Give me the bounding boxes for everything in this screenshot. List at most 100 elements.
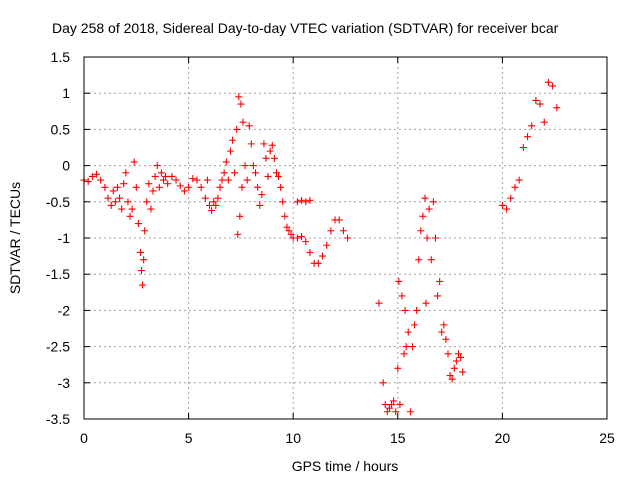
data-point	[427, 256, 435, 264]
y-tick-label: -2.5	[46, 339, 70, 355]
data-point	[252, 169, 260, 177]
data-point	[444, 350, 452, 358]
data-point	[450, 364, 458, 372]
data-point	[151, 172, 159, 180]
y-tick-label: -1	[58, 230, 71, 246]
data-point	[318, 252, 326, 260]
data-point	[145, 180, 153, 188]
data-point	[88, 172, 96, 180]
data-point	[398, 292, 406, 300]
data-point	[457, 353, 465, 361]
data-point	[438, 328, 446, 336]
data-point	[344, 234, 352, 242]
data-point	[431, 234, 439, 242]
data-point	[549, 82, 557, 90]
data-point	[454, 350, 462, 358]
data-point	[327, 227, 335, 235]
data-point	[120, 180, 128, 188]
data-point	[218, 176, 226, 184]
data-point	[136, 248, 144, 256]
data-point	[118, 205, 126, 213]
x-tick-label: 15	[390, 430, 406, 446]
data-point	[237, 100, 245, 108]
x-tick-label: 20	[495, 430, 511, 446]
x-axis-label: GPS time / hours	[292, 458, 399, 474]
data-point	[390, 397, 398, 405]
data-point	[149, 187, 157, 195]
data-point	[208, 206, 216, 214]
x-tick-label: 0	[80, 430, 88, 446]
data-point	[452, 357, 460, 365]
data-point	[245, 122, 253, 130]
data-point	[111, 198, 119, 206]
data-point	[109, 187, 117, 195]
data-point	[247, 140, 255, 148]
chart-title: Day 258 of 2018, Sidereal Day-to-day VTE…	[52, 20, 559, 36]
data-point	[164, 180, 172, 188]
x-tick-label: 25	[599, 430, 615, 446]
data-point	[413, 306, 421, 314]
data-point	[519, 144, 527, 151]
data-point	[385, 404, 393, 412]
data-point	[404, 328, 412, 336]
data-point	[524, 133, 532, 141]
data-point	[258, 191, 266, 199]
y-tick-label: -0.5	[46, 194, 70, 210]
data-point	[323, 241, 331, 249]
x-tick-label: 10	[285, 430, 301, 446]
data-point	[168, 172, 176, 180]
data-point	[231, 169, 239, 177]
data-point	[293, 234, 301, 242]
data-point	[406, 408, 414, 416]
data-point	[180, 187, 188, 195]
data-point	[306, 248, 314, 256]
data-point	[425, 205, 433, 213]
data-point	[415, 256, 423, 264]
data-point	[402, 343, 410, 351]
data-point	[197, 183, 205, 191]
y-tick-label: 1.5	[51, 49, 71, 65]
data-point	[210, 198, 218, 206]
data-point	[122, 169, 130, 177]
data-point	[201, 194, 209, 202]
y-axis-label: SDTVAR / TECUs	[7, 182, 23, 294]
data-point	[141, 227, 149, 235]
data-point	[421, 194, 429, 202]
data-point	[388, 401, 396, 409]
data-point	[394, 364, 402, 372]
data-point	[268, 141, 276, 149]
data-point	[302, 238, 310, 246]
data-point	[400, 350, 408, 358]
data-point	[283, 223, 291, 231]
data-point	[226, 147, 234, 155]
data-point	[270, 154, 278, 162]
data-point	[446, 372, 454, 380]
data-point	[139, 281, 147, 289]
data-point	[511, 183, 519, 191]
data-point	[185, 183, 193, 191]
data-point	[396, 401, 404, 409]
data-point	[134, 220, 142, 228]
data-point	[436, 277, 444, 285]
data-point	[375, 299, 383, 307]
data-point	[459, 368, 467, 376]
data-point	[222, 158, 230, 166]
data-point	[429, 198, 437, 206]
data-point	[293, 198, 301, 206]
data-point	[193, 176, 201, 184]
data-point	[423, 234, 431, 242]
data-point	[249, 162, 257, 170]
data-point	[379, 379, 387, 387]
x-tick-labels: 0 5 10 15 20 25	[80, 430, 615, 446]
data-points	[80, 78, 561, 416]
data-point	[536, 100, 544, 108]
data-point	[203, 176, 211, 184]
data-point	[176, 182, 184, 190]
y-tick-label: -1.5	[46, 266, 70, 282]
data-point	[235, 93, 243, 101]
data-point	[124, 198, 132, 206]
data-point	[162, 172, 170, 180]
data-point	[381, 401, 389, 409]
data-point	[272, 169, 280, 177]
